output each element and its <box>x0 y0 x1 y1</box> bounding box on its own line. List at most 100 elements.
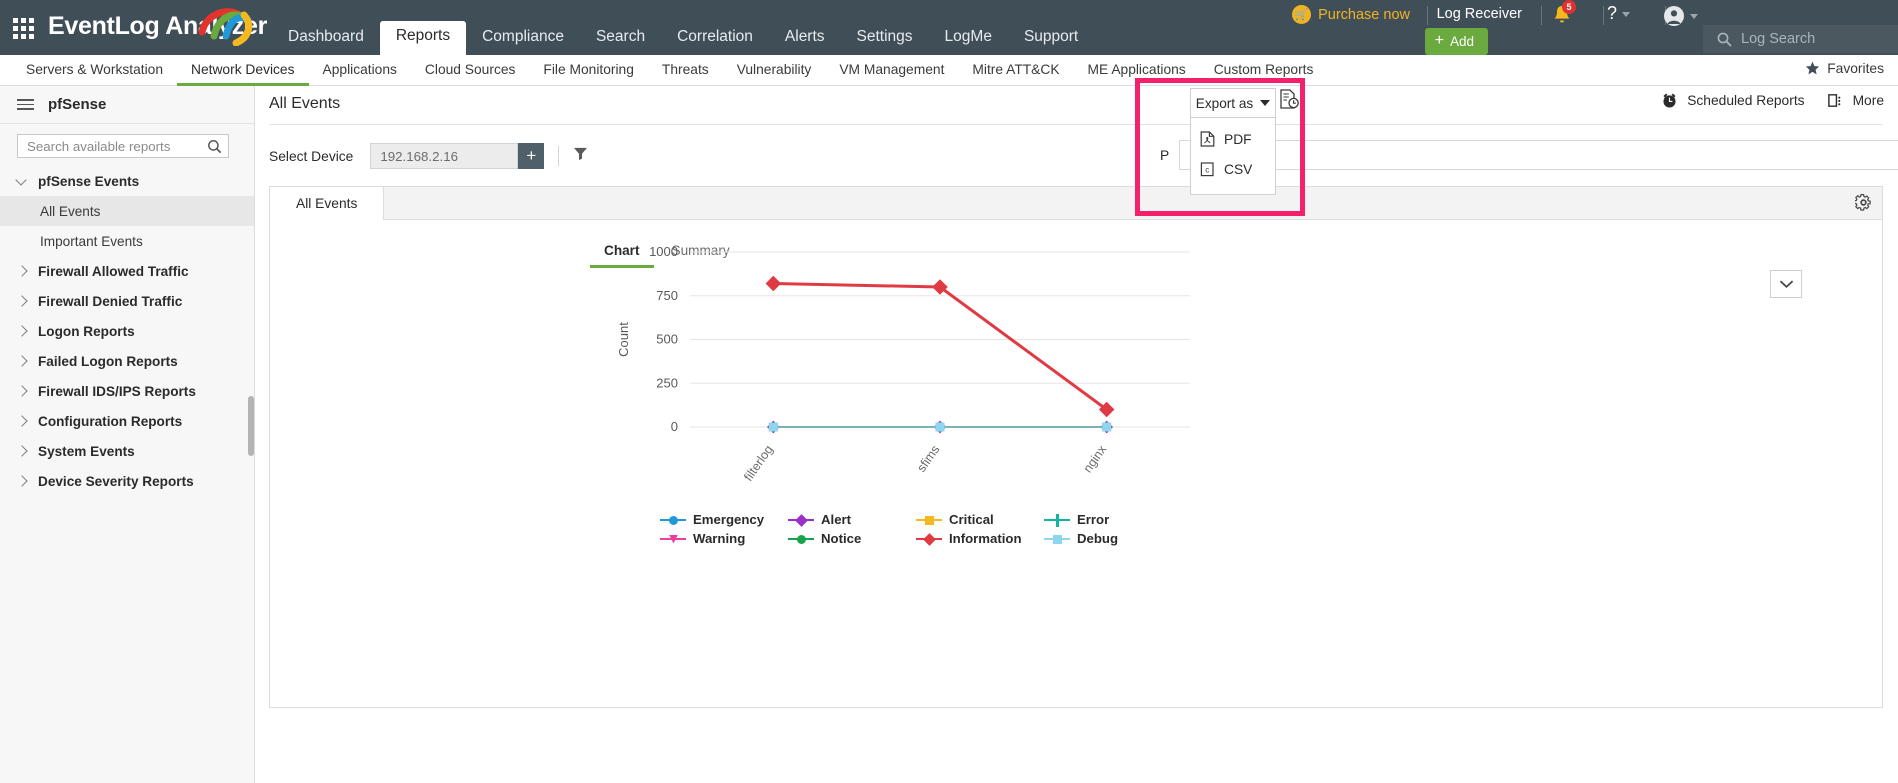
subnav-servers-workstation[interactable]: Servers & Workstation <box>26 61 163 77</box>
chevron-right-icon <box>17 296 28 307</box>
legend-item-critical[interactable]: Critical <box>916 510 1032 529</box>
cart-icon: 🛒 <box>1292 5 1312 24</box>
sidebar-item-failed-logon-reports[interactable]: Failed Logon Reports <box>0 346 254 376</box>
search-input[interactable] <box>27 138 207 154</box>
sidebar-item-label: Device Severity Reports <box>38 473 194 489</box>
tab-all-events[interactable]: All Events <box>270 187 385 220</box>
filter-funnel-icon[interactable] <box>573 146 588 166</box>
sidebar-item-firewall-denied-traffic[interactable]: Firewall Denied Traffic <box>0 286 254 316</box>
chevron-right-icon <box>17 386 28 397</box>
chart-gridlines <box>690 251 1190 428</box>
help-icon[interactable]: ? <box>1607 3 1630 24</box>
nav-logme[interactable]: LogMe <box>944 28 992 45</box>
sidebar-item-logon-reports[interactable]: Logon Reports <box>0 316 254 346</box>
sidebar-header: pfSense <box>0 86 254 124</box>
chevron-right-icon <box>17 326 28 337</box>
subnav-network-devices[interactable]: Network Devices <box>177 55 309 86</box>
nav-search[interactable]: Search <box>595 28 646 45</box>
nav-reports[interactable]: Reports <box>379 21 467 55</box>
app-grid-icon[interactable] <box>13 18 35 40</box>
tab-summary[interactable]: Summary <box>671 243 730 258</box>
subnav-vm-management[interactable]: VM Management <box>839 61 945 77</box>
add-device-button[interactable]: + <box>518 143 545 169</box>
sidebar-item-firewall-ids-ips-reports[interactable]: Firewall IDS/IPS Reports <box>0 376 254 406</box>
export-menu: Export as PDF c CSV <box>1190 88 1276 195</box>
sidebar-item-important-events[interactable]: Important Events <box>0 226 254 256</box>
export-option-label: CSV <box>1224 161 1253 177</box>
legend-item-information[interactable]: Information <box>916 529 1032 548</box>
legend-marker-debug <box>1044 533 1070 545</box>
nav-compliance[interactable]: Compliance <box>482 28 564 45</box>
subnav-vulnerability[interactable]: Vulnerability <box>736 61 812 77</box>
svg-text:nginx: nginx <box>1081 442 1110 475</box>
user-avatar-icon[interactable] <box>1663 5 1698 27</box>
subnav-mitre-attack[interactable]: Mitre ATT&CK <box>972 61 1060 77</box>
subnav-file-monitoring[interactable]: File Monitoring <box>543 61 634 77</box>
legend-item-alert[interactable]: Alert <box>788 510 904 529</box>
more-options-icon <box>1827 94 1840 107</box>
csv-icon: c <box>1200 162 1214 177</box>
nav-support[interactable]: Support <box>1023 28 1079 45</box>
chart-area: Chart Summary 0 250 500 750 1000 filterlog sf… <box>270 220 1882 708</box>
legend-item-warning[interactable]: Warning <box>660 529 776 548</box>
notifications-bell-icon[interactable]: 5 <box>1552 0 1576 31</box>
period-field[interactable] <box>1179 140 1898 170</box>
log-search-placeholder: Log Search <box>1741 31 1816 47</box>
nav-correlation[interactable]: Correlation <box>677 28 753 45</box>
nav-alerts[interactable]: Alerts <box>784 28 825 45</box>
tab-chart[interactable]: Chart <box>590 240 654 268</box>
sidebar-item-firewall-allowed-traffic[interactable]: Firewall Allowed Traffic <box>0 256 254 286</box>
legend-item-error[interactable]: Error <box>1044 510 1160 529</box>
subnav-applications[interactable]: Applications <box>322 61 397 77</box>
scheduled-reports-button[interactable]: Scheduled Reports <box>1661 92 1805 109</box>
nav-settings[interactable]: Settings <box>856 28 913 45</box>
sidebar-item-system-events[interactable]: System Events <box>0 436 254 466</box>
log-receiver-link[interactable]: Log Receiver <box>1436 6 1522 22</box>
export-as-button[interactable]: Export as <box>1190 88 1276 118</box>
subnav-cloud-sources[interactable]: Cloud Sources <box>424 61 516 77</box>
purchase-now-button[interactable]: 🛒 Purchase now <box>1292 5 1410 24</box>
sidebar-item-label: All Events <box>40 203 101 219</box>
sidebar-toggle-icon[interactable] <box>17 99 34 110</box>
search-reports-box[interactable] <box>17 134 229 158</box>
report-panel: All Events Chart Summary <box>269 186 1883 708</box>
search-icon[interactable] <box>207 139 222 154</box>
more-button[interactable]: More <box>1827 92 1884 109</box>
sidebar-item-all-events[interactable]: All Events <box>0 196 254 226</box>
legend-marker-warning <box>660 533 686 545</box>
export-option-csv[interactable]: c CSV <box>1191 154 1275 184</box>
sidebar-item-configuration-reports[interactable]: Configuration Reports <box>0 406 254 436</box>
add-label: Add <box>1449 33 1474 49</box>
sidebar-item-pfsense-events[interactable]: pfSense Events <box>0 166 254 196</box>
svg-text:1000: 1000 <box>649 244 678 259</box>
caret-down-icon <box>1260 100 1271 106</box>
sidebar-scrollbar[interactable] <box>248 396 254 456</box>
log-search-box[interactable]: Log Search <box>1703 25 1898 53</box>
report-toolbar: Scheduled Reports More <box>1661 92 1884 109</box>
search-icon <box>1717 32 1732 47</box>
chevron-right-icon <box>17 476 28 487</box>
schedule-report-icon-button[interactable] <box>1278 88 1300 115</box>
add-button[interactable]: + Add <box>1424 28 1488 55</box>
legend-label: Warning <box>693 531 746 546</box>
device-value-field[interactable]: 192.168.2.16 <box>370 143 519 169</box>
gear-icon[interactable] <box>1853 194 1872 216</box>
sidebar-item-device-severity-reports[interactable]: Device Severity Reports <box>0 466 254 496</box>
legend-item-notice[interactable]: Notice <box>788 529 904 548</box>
star-icon <box>1806 61 1820 75</box>
nav-dashboard[interactable]: Dashboard <box>288 28 364 45</box>
chevron-right-icon <box>17 416 28 427</box>
legend-item-emergency[interactable]: Emergency <box>660 510 776 529</box>
favorites-button[interactable]: Favorites <box>1805 61 1884 76</box>
chevron-right-icon <box>17 266 28 277</box>
export-option-pdf[interactable]: PDF <box>1191 124 1275 154</box>
report-clock-icon <box>1280 89 1299 109</box>
legend-marker-information <box>916 532 942 546</box>
subnav-custom-reports[interactable]: Custom Reports <box>1213 61 1314 77</box>
subnav-me-applications[interactable]: ME Applications <box>1087 61 1186 77</box>
page-title: All Events <box>269 95 341 112</box>
legend-label: Alert <box>821 512 852 527</box>
legend-item-debug[interactable]: Debug <box>1044 529 1160 548</box>
subnav-threats[interactable]: Threats <box>661 61 709 77</box>
chart-collapse-button[interactable] <box>1770 270 1802 298</box>
